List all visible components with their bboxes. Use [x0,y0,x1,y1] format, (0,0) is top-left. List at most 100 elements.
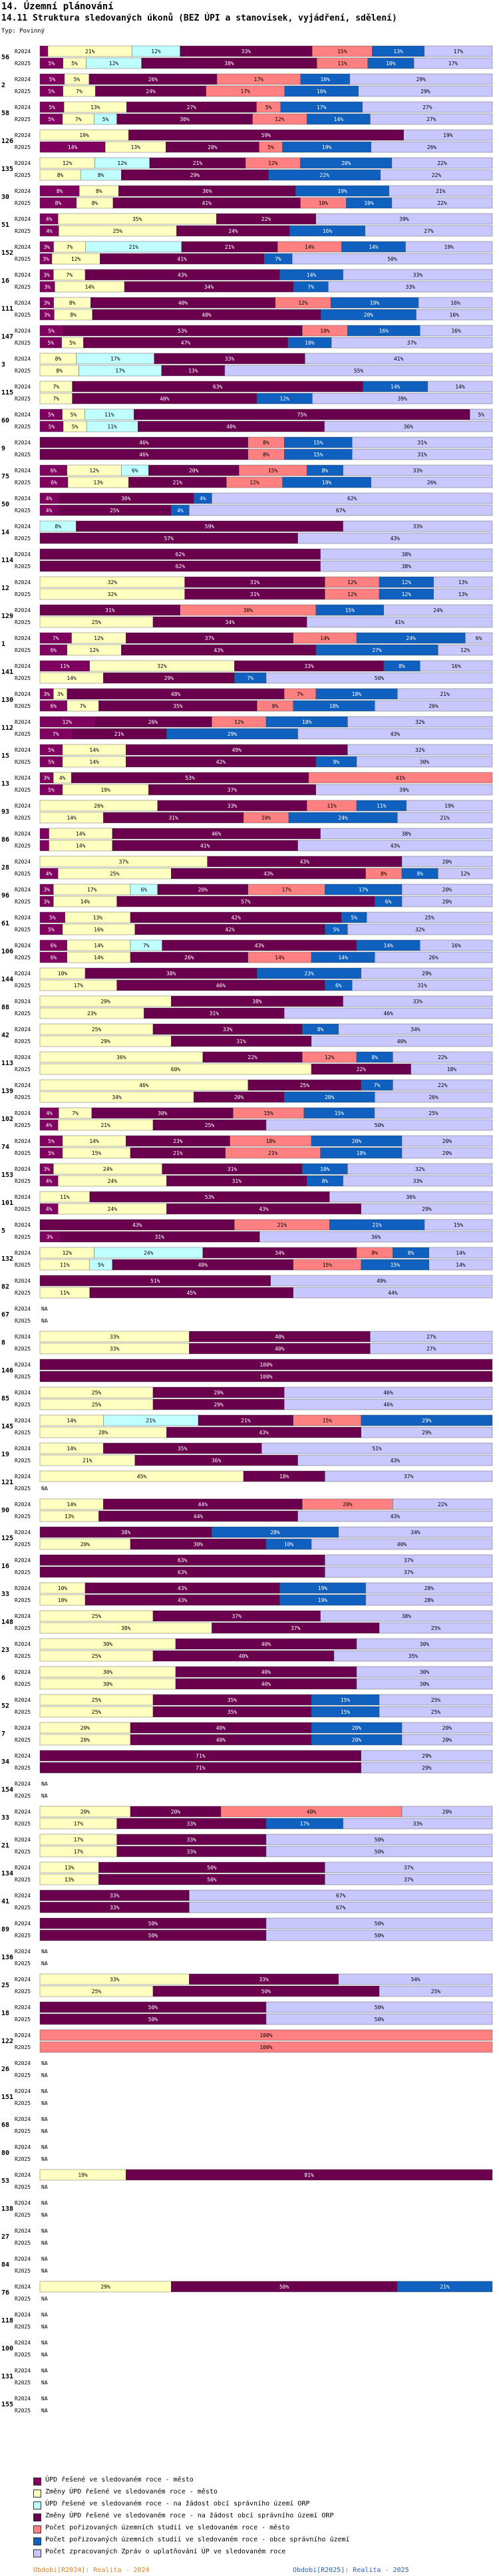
segment-value-label: 48% [202,312,212,318]
segment-value-label: 17% [359,887,369,893]
bar-segment [297,728,493,740]
segment-value-label: 28% [270,1530,280,1535]
na-label: NA [41,2184,48,2190]
segment-value-label: 20% [352,1737,362,1743]
segment-value-label: 5% [69,340,76,346]
segment-value-label: 28% [98,1430,108,1436]
segment-value-label: 40% [275,1334,285,1340]
group-label: 130 [1,697,13,704]
year-label: R2025 [15,591,31,597]
group-label: 21 [1,1842,9,1850]
segment-value-label: 13% [458,591,468,597]
segment-value-label: 30% [121,496,131,502]
segment-value-label: 17% [454,49,464,55]
segment-value-label: 29% [422,971,432,977]
segment-value-label: 3% [43,256,49,262]
group-label: 23 [1,1647,9,1654]
segment-value-label: 4% [46,216,53,222]
na-label: NA [41,2340,48,2346]
year-label: R2025 [15,1709,31,1715]
year-label: R2025 [15,815,31,821]
segment-value-label: 19% [337,188,347,194]
segment-value-label: 17% [300,1821,310,1827]
bar-segment [343,995,493,1007]
segment-value-label: 25% [92,1613,102,1619]
segment-value-label: 18% [329,703,339,709]
group-label: 102 [1,1116,13,1123]
segment-value-label: 26% [427,144,437,150]
year-label: R2025 [15,2044,31,2050]
na-label: NA [41,2100,48,2106]
segment-value-label: 24% [108,1206,118,1212]
segment-value-label: 7% [53,635,59,641]
year-label: R2025 [15,2072,31,2078]
bar-segment [329,1191,493,1203]
group-label: 138 [1,2205,13,2213]
segment-value-label: 8% [322,468,329,474]
group-label: 122 [1,2038,13,2045]
year-label: R2024 [15,1781,31,1787]
segment-value-label: 14% [76,843,86,849]
bar-segment [433,588,493,600]
year-label: R2025 [15,1206,31,1212]
bar-segment [397,812,493,824]
bar-segment [361,1414,493,1426]
segment-value-label: 22% [438,1054,448,1060]
bar-segment [331,337,493,349]
year-label: R2025 [15,340,31,346]
segment-value-label: 30% [103,1669,113,1675]
segment-value-label: 14% [67,1418,77,1424]
segment-value-label: 23% [173,1138,183,1144]
segment-value-label: 26% [427,480,437,486]
group-label: 42 [1,1032,9,1039]
segment-value-label: 16% [379,328,389,334]
segment-value-label: 20% [442,899,452,905]
segment-value-label: 14% [76,831,86,837]
segment-value-label: 27% [422,104,432,110]
segment-value-label: 29% [100,1039,110,1045]
group-label: 84 [1,2261,9,2269]
bar-segment [356,1638,493,1650]
group-label: 28 [1,864,9,872]
segment-value-label: 5% [98,1262,104,1268]
segment-value-label: 38% [121,1530,131,1535]
bar-segment [325,1861,493,1873]
segment-value-label: 45% [137,1474,147,1480]
legend-swatch [33,2549,41,2557]
segment-value-label: 5% [71,412,77,418]
group-label: 25 [1,1982,9,1989]
segment-value-label: 14% [305,244,315,250]
bar-segment [39,1359,493,1370]
group-label: 33 [1,1814,9,1822]
year-label: R2025 [15,1905,31,1911]
segment-value-label: 12% [94,635,104,641]
segment-value-label: 17% [241,88,251,94]
bar-segment [39,1370,493,1382]
segment-value-label: 29% [422,1418,432,1424]
segment-value-label: 17% [74,1849,84,1855]
segment-value-label: 40% [160,396,170,402]
segment-value-label: 10% [320,1166,330,1172]
segment-value-label: 8% [57,172,64,178]
bar-segment [352,448,493,460]
bar-segment [465,632,493,644]
bar-segment [393,1079,493,1091]
segment-value-label: 16% [451,328,461,334]
segment-value-label: 4% [46,1122,53,1128]
segment-value-label: 17% [74,1821,84,1827]
segment-value-label: 4% [200,496,206,502]
year-label: R2024 [15,2368,31,2374]
segment-value-label: 29% [228,731,238,737]
segment-value-label: 20% [352,1138,362,1144]
year-label: R2025 [15,2156,31,2162]
segment-value-label: 36% [212,1458,222,1464]
bar-segment [325,1566,493,1578]
segment-value-label: 14% [89,747,99,753]
segment-value-label: 22% [437,200,447,206]
year-label: R2025 [15,1793,31,1799]
segment-value-label: 15% [323,1262,333,1268]
segment-value-label: 50% [148,2016,158,2022]
year-label: R2024 [15,1082,31,1088]
segment-value-label: 31% [168,815,178,821]
segment-value-label: 33% [110,1905,120,1911]
